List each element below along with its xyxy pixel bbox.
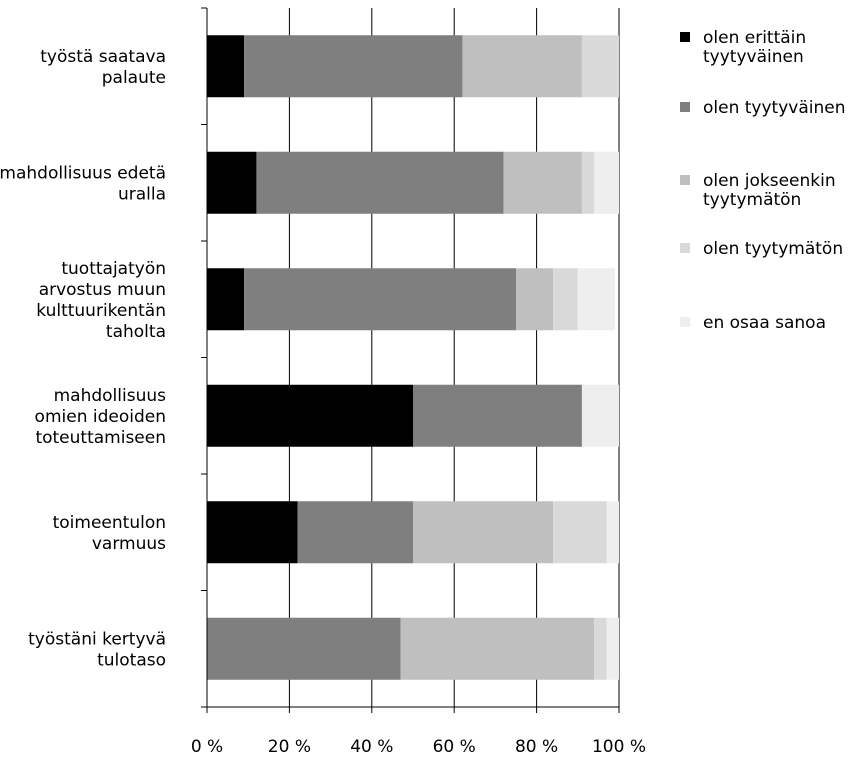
legend: olen erittäin tyytyväinen olen tyytyväinen…	[680, 28, 845, 333]
bar-segment	[207, 617, 401, 680]
bar-segment	[462, 35, 582, 98]
axes	[201, 7, 620, 713]
bars	[207, 35, 619, 680]
category-label: tuottajatyön arvostus muun kulttuurikentän…	[36, 259, 166, 342]
bar-segment	[207, 268, 245, 331]
legend-label: olen jokseenkin tyytymätön	[703, 171, 836, 210]
category-label: mahdollisuus omien ideoiden toteuttamiseen	[35, 386, 167, 448]
bar-segment	[256, 151, 504, 214]
gridlines	[288, 8, 620, 707]
category-label: työstä saatava palaute	[40, 47, 166, 88]
bar-segment	[207, 384, 413, 447]
category-label: mahdollisuus edetä uralla	[0, 163, 166, 204]
category-labels: työstä saatava palaute mahdollisuus edetä u…	[0, 47, 166, 671]
bar-segment	[606, 501, 619, 564]
x-tick-label: 60 %	[433, 737, 476, 757]
x-tick-label: 80 %	[515, 737, 558, 757]
x-tick-label: 40 %	[350, 737, 393, 757]
bar-segment	[207, 501, 298, 564]
bar-segment	[244, 35, 463, 98]
x-tick-label: 20 %	[268, 737, 311, 757]
bar-segment	[594, 617, 607, 680]
bar-segment	[413, 501, 554, 564]
legend-swatch	[680, 317, 690, 327]
bar-segment	[297, 501, 413, 564]
bar-segment	[594, 151, 619, 214]
bar-segment	[581, 384, 619, 447]
bar-segment	[581, 151, 595, 214]
bar-segment	[606, 617, 619, 680]
x-tick-label: 0 %	[191, 737, 223, 757]
legend-swatch	[680, 243, 690, 253]
category-label: työstäni kertyvä tulotaso	[28, 629, 166, 670]
x-tick-labels: 0 % 20 % 40 % 60 % 80 % 100 %	[191, 737, 646, 757]
legend-swatch	[680, 175, 690, 185]
legend-label: olen tyytymätön	[703, 239, 843, 259]
legend-swatch	[680, 102, 690, 112]
bar-segment	[503, 151, 582, 214]
bar-segment	[553, 268, 578, 331]
bar-segment	[413, 384, 582, 447]
category-label: toimeentulon varmuus	[53, 513, 167, 554]
bar-segment	[400, 617, 595, 680]
legend-label: olen tyytyväinen	[703, 98, 845, 118]
bar-segment	[207, 35, 245, 98]
bar-segment	[577, 268, 615, 331]
bar-segment	[244, 268, 516, 331]
legend-label: en osaa sanoa	[703, 313, 826, 333]
legend-label: olen erittäin tyytyväinen	[703, 28, 806, 67]
bar-segment	[581, 35, 619, 98]
legend-swatch	[680, 32, 690, 42]
x-tick-label: 100 %	[592, 737, 646, 757]
bar-segment	[553, 501, 607, 564]
bar-segment	[516, 268, 554, 331]
bar-segment	[207, 151, 257, 214]
